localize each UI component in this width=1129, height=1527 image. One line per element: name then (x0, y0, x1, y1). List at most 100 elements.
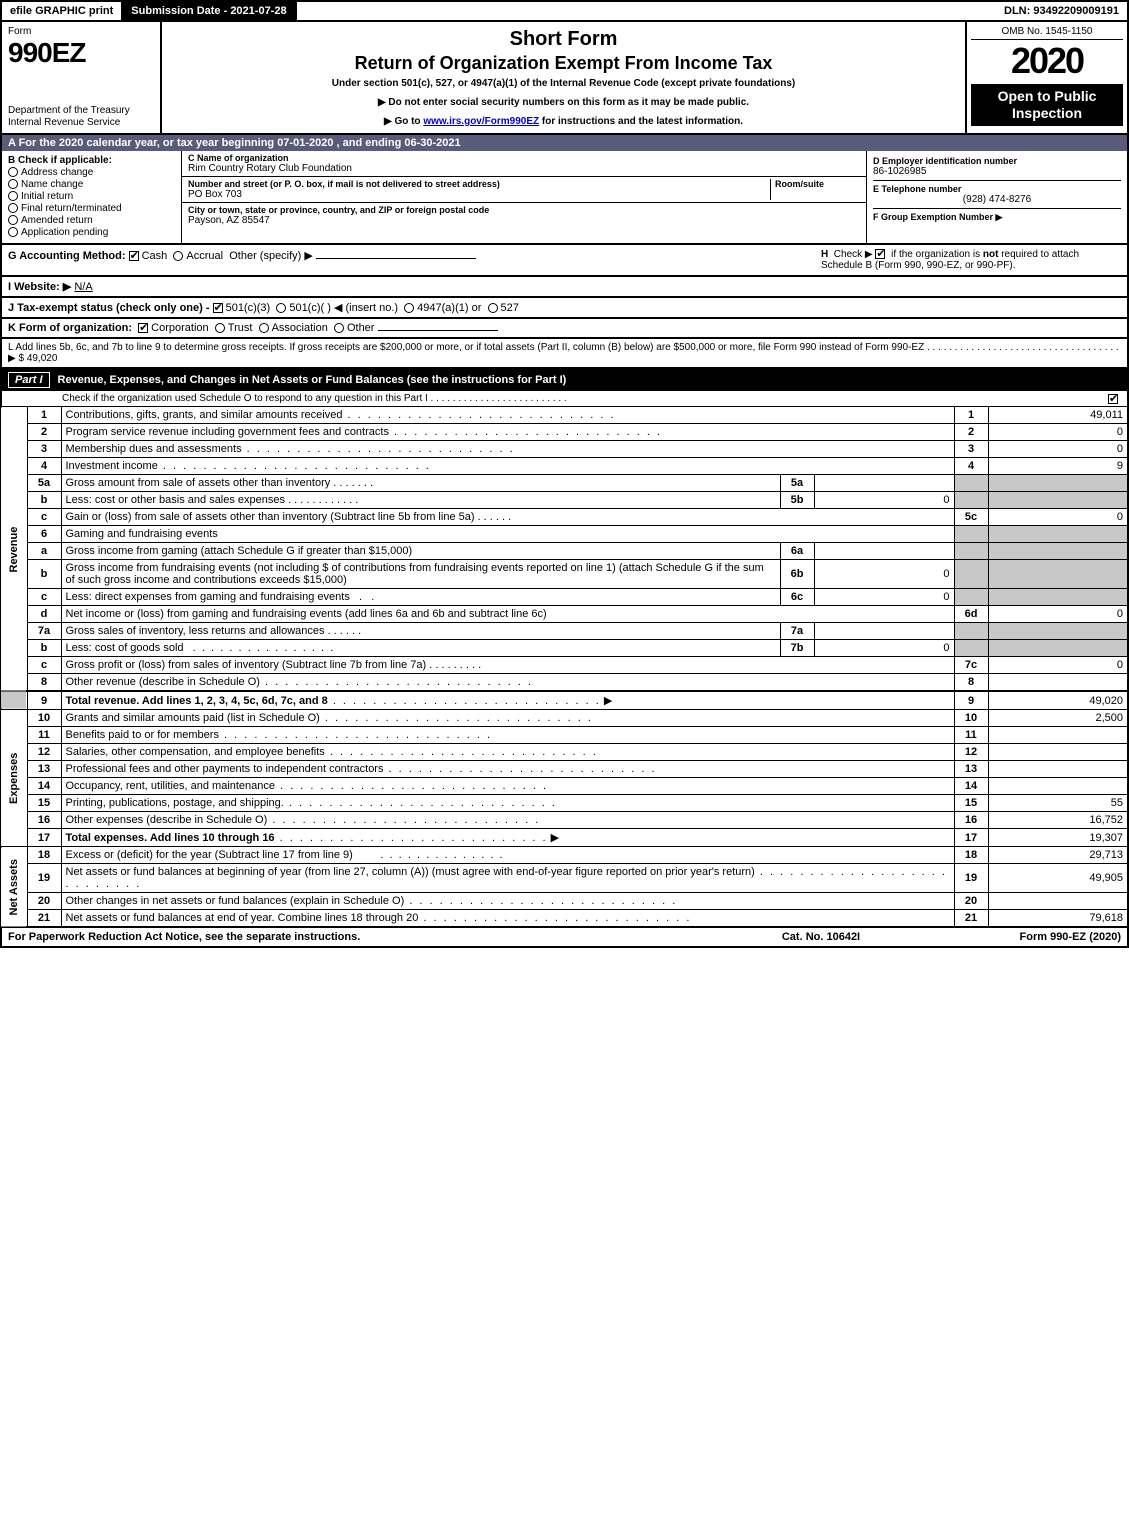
line-3: 3 Membership dues and assessments 3 0 (1, 441, 1128, 458)
part1-header: Part I Revenue, Expenses, and Changes in… (0, 369, 1129, 391)
line-10: Expenses 10 Grants and similar amounts p… (1, 710, 1128, 727)
form-word: Form (8, 26, 154, 37)
org-city: Payson, AZ 85547 (188, 215, 860, 226)
line-4: 4 Investment income 4 9 (1, 458, 1128, 475)
chk-trust[interactable] (215, 323, 225, 333)
row-k: K Form of organization: Corporation Trus… (0, 319, 1129, 339)
chk-cash[interactable] (129, 251, 139, 261)
irs-link[interactable]: www.irs.gov/Form990EZ (423, 116, 539, 127)
org-name-label: C Name of organization (188, 153, 860, 163)
section-f: F Group Exemption Number ▶ (873, 209, 1121, 226)
line-11: 11 Benefits paid to or for members 11 (1, 727, 1128, 744)
section-d: D Employer identification number 86-1026… (873, 153, 1121, 181)
row-j: J Tax-exempt status (check only one) - 5… (0, 298, 1129, 319)
line-1: Revenue 1 Contributions, gifts, grants, … (1, 407, 1128, 424)
line-6c: c Less: direct expenses from gaming and … (1, 589, 1128, 606)
side-expenses: Expenses (1, 710, 27, 847)
form-header: Form 990EZ Department of the Treasury In… (0, 22, 1129, 135)
other-org-input[interactable] (378, 330, 498, 331)
org-city-cell: City or town, state or province, country… (182, 203, 866, 228)
row-gh: G Accounting Method: Cash Accrual Other … (0, 245, 1129, 277)
chk-final-return[interactable]: Final return/terminated (8, 203, 175, 214)
chk-amended-return[interactable]: Amended return (8, 215, 175, 226)
chk-corporation[interactable] (138, 323, 148, 333)
other-method-input[interactable] (316, 258, 476, 259)
line-12: 12 Salaries, other compensation, and emp… (1, 744, 1128, 761)
org-name-cell: C Name of organization Rim Country Rotar… (182, 151, 866, 177)
part1-label: Part I (8, 372, 50, 388)
line-6d: d Net income or (loss) from gaming and f… (1, 606, 1128, 623)
part1-title: Revenue, Expenses, and Changes in Net As… (58, 374, 567, 386)
line-21: 21 Net assets or fund balances at end of… (1, 910, 1128, 928)
chk-527[interactable] (488, 303, 498, 313)
chk-other-org[interactable] (334, 323, 344, 333)
addr-label: Number and street (or P. O. box, if mail… (188, 179, 770, 189)
line-5c: c Gain or (loss) from sale of assets oth… (1, 509, 1128, 526)
line-20: 20 Other changes in net assets or fund b… (1, 893, 1128, 910)
group-exemption-label: F Group Exemption Number ▶ (873, 212, 1121, 223)
org-name: Rim Country Rotary Club Foundation (188, 163, 860, 174)
line-13: 13 Professional fees and other payments … (1, 761, 1128, 778)
chk-501c3[interactable] (213, 303, 223, 313)
line-5a: 5a Gross amount from sale of assets othe… (1, 475, 1128, 492)
omb-number: OMB No. 1545-1150 (971, 26, 1123, 40)
row-l: L Add lines 5b, 6c, and 7b to line 9 to … (0, 339, 1129, 369)
chk-address-change[interactable]: Address change (8, 167, 175, 178)
city-label: City or town, state or province, country… (188, 205, 860, 215)
chk-initial-return[interactable]: Initial return (8, 191, 175, 202)
website-label: I Website: ▶ (8, 281, 71, 293)
phone-value: (928) 474-8276 (873, 194, 1121, 205)
line-7a: 7a Gross sales of inventory, less return… (1, 623, 1128, 640)
chk-schedule-o[interactable] (1108, 394, 1118, 404)
section-c: C Name of organization Rim Country Rotar… (182, 151, 867, 243)
line-7b: b Less: cost of goods sold . . . . . . .… (1, 640, 1128, 657)
page-footer: For Paperwork Reduction Act Notice, see … (0, 928, 1129, 948)
side-netassets: Net Assets (1, 847, 27, 928)
top-bar: efile GRAPHIC print Submission Date - 20… (0, 0, 1129, 22)
k-label: K Form of organization: (8, 322, 132, 334)
chk-name-change[interactable]: Name change (8, 179, 175, 190)
org-address: PO Box 703 (188, 189, 770, 200)
section-b: B Check if applicable: Address change Na… (2, 151, 182, 243)
j-label: J Tax-exempt status (check only one) - (8, 302, 213, 314)
paperwork-notice: For Paperwork Reduction Act Notice, see … (8, 931, 721, 943)
title-short-form: Short Form (172, 28, 955, 51)
phone-label: E Telephone number (873, 184, 1121, 194)
lines-table: Revenue 1 Contributions, gifts, grants, … (0, 406, 1129, 928)
section-b-label: B Check if applicable: (8, 155, 175, 166)
section-a-taxyear: A For the 2020 calendar year, or tax yea… (0, 135, 1129, 151)
chk-association[interactable] (259, 323, 269, 333)
part1-check-row: Check if the organization used Schedule … (0, 391, 1129, 406)
ein-label: D Employer identification number (873, 156, 1121, 166)
cat-number: Cat. No. 10642I (721, 931, 921, 943)
row-i: I Website: ▶ N/A (0, 277, 1129, 298)
line-6b: b Gross income from fundraising events (… (1, 560, 1128, 589)
room-label: Room/suite (775, 179, 860, 189)
chk-accrual[interactable] (173, 251, 183, 261)
header-left: Form 990EZ Department of the Treasury In… (2, 22, 162, 133)
line-19: 19 Net assets or fund balances at beginn… (1, 864, 1128, 893)
chk-schedule-b[interactable] (875, 249, 885, 259)
line-8: 8 Other revenue (describe in Schedule O)… (1, 674, 1128, 692)
org-addr-cell: Number and street (or P. O. box, if mail… (182, 177, 866, 203)
chk-4947[interactable] (404, 303, 414, 313)
dept-line1: Department of the Treasury (8, 105, 130, 116)
ein-value: 86-1026985 (873, 166, 1121, 177)
header-center: Short Form Return of Organization Exempt… (162, 22, 967, 133)
line-2: 2 Program service revenue including gove… (1, 424, 1128, 441)
subtitle: Under section 501(c), 527, or 4947(a)(1)… (172, 78, 955, 89)
line-6: 6 Gaming and fundraising events (1, 526, 1128, 543)
side-revenue: Revenue (1, 407, 27, 692)
note-ssn: ▶ Do not enter social security numbers o… (172, 97, 955, 108)
chk-501c[interactable] (276, 303, 286, 313)
chk-application-pending[interactable]: Application pending (8, 227, 175, 238)
line-9: 9 Total revenue. Add lines 1, 2, 3, 4, 5… (1, 691, 1128, 710)
dept-treasury: Department of the Treasury Internal Reve… (8, 105, 154, 129)
dept-line2: Internal Revenue Service (8, 117, 120, 128)
header-right: OMB No. 1545-1150 2020 Open to Public In… (967, 22, 1127, 133)
l-text: L Add lines 5b, 6c, and 7b to line 9 to … (8, 342, 1119, 364)
form-number: 990EZ (8, 37, 154, 69)
submission-date: Submission Date - 2021-07-28 (123, 2, 296, 20)
line-5b: b Less: cost or other basis and sales ex… (1, 492, 1128, 509)
section-e: E Telephone number (928) 474-8276 (873, 181, 1121, 209)
